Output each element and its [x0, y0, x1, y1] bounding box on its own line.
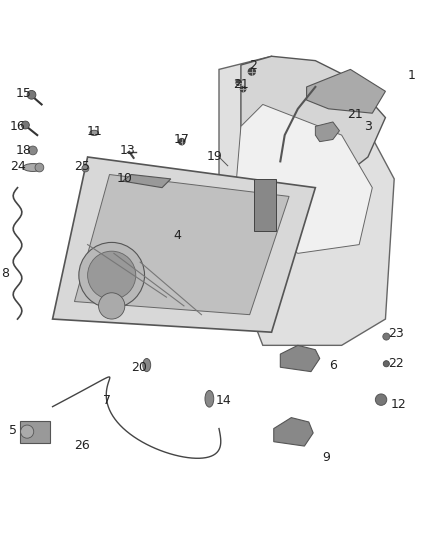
Text: 25: 25	[74, 160, 90, 173]
Polygon shape	[315, 122, 339, 142]
Circle shape	[35, 163, 44, 172]
Circle shape	[375, 394, 387, 405]
Circle shape	[79, 243, 145, 308]
Polygon shape	[74, 174, 289, 314]
Text: 21: 21	[347, 108, 363, 120]
Text: 4: 4	[173, 229, 181, 243]
Polygon shape	[219, 56, 394, 345]
Text: 14: 14	[215, 393, 231, 407]
Circle shape	[240, 86, 246, 92]
Circle shape	[88, 251, 136, 300]
Text: 11: 11	[86, 125, 102, 138]
Text: 9: 9	[322, 450, 330, 464]
Text: 12: 12	[391, 398, 406, 411]
Text: 2: 2	[249, 59, 257, 71]
Circle shape	[28, 146, 37, 155]
Text: 19: 19	[207, 150, 223, 164]
Polygon shape	[241, 56, 385, 188]
Text: 6: 6	[329, 359, 337, 372]
Text: 26: 26	[74, 439, 90, 451]
Polygon shape	[237, 104, 372, 253]
Text: 8: 8	[1, 266, 9, 280]
Polygon shape	[254, 179, 276, 231]
Polygon shape	[307, 69, 385, 113]
Circle shape	[236, 80, 241, 85]
Text: 5: 5	[9, 424, 17, 437]
Text: 13: 13	[120, 144, 136, 157]
Circle shape	[21, 121, 29, 129]
Text: 18: 18	[16, 144, 32, 157]
Text: 15: 15	[16, 87, 32, 100]
Circle shape	[179, 139, 185, 145]
Text: 3: 3	[364, 120, 372, 133]
Ellipse shape	[143, 359, 151, 372]
Polygon shape	[20, 421, 50, 442]
Text: 21: 21	[233, 78, 249, 91]
Polygon shape	[274, 418, 313, 446]
Circle shape	[82, 165, 89, 172]
Text: 23: 23	[389, 327, 404, 340]
Ellipse shape	[205, 391, 214, 407]
Text: 7: 7	[103, 393, 111, 407]
Text: 24: 24	[10, 160, 25, 173]
Polygon shape	[53, 157, 315, 332]
Text: 22: 22	[389, 357, 404, 370]
Text: 1: 1	[408, 69, 416, 83]
Circle shape	[383, 361, 389, 367]
Text: 20: 20	[131, 361, 147, 374]
Circle shape	[383, 333, 390, 340]
Circle shape	[99, 293, 125, 319]
Polygon shape	[123, 174, 171, 188]
Circle shape	[27, 91, 36, 99]
Circle shape	[248, 68, 255, 75]
Text: 16: 16	[10, 120, 25, 133]
Ellipse shape	[23, 164, 42, 172]
Polygon shape	[280, 345, 320, 372]
Ellipse shape	[90, 130, 99, 135]
Circle shape	[21, 425, 34, 438]
Text: 17: 17	[174, 133, 190, 146]
Text: 10: 10	[117, 172, 133, 185]
